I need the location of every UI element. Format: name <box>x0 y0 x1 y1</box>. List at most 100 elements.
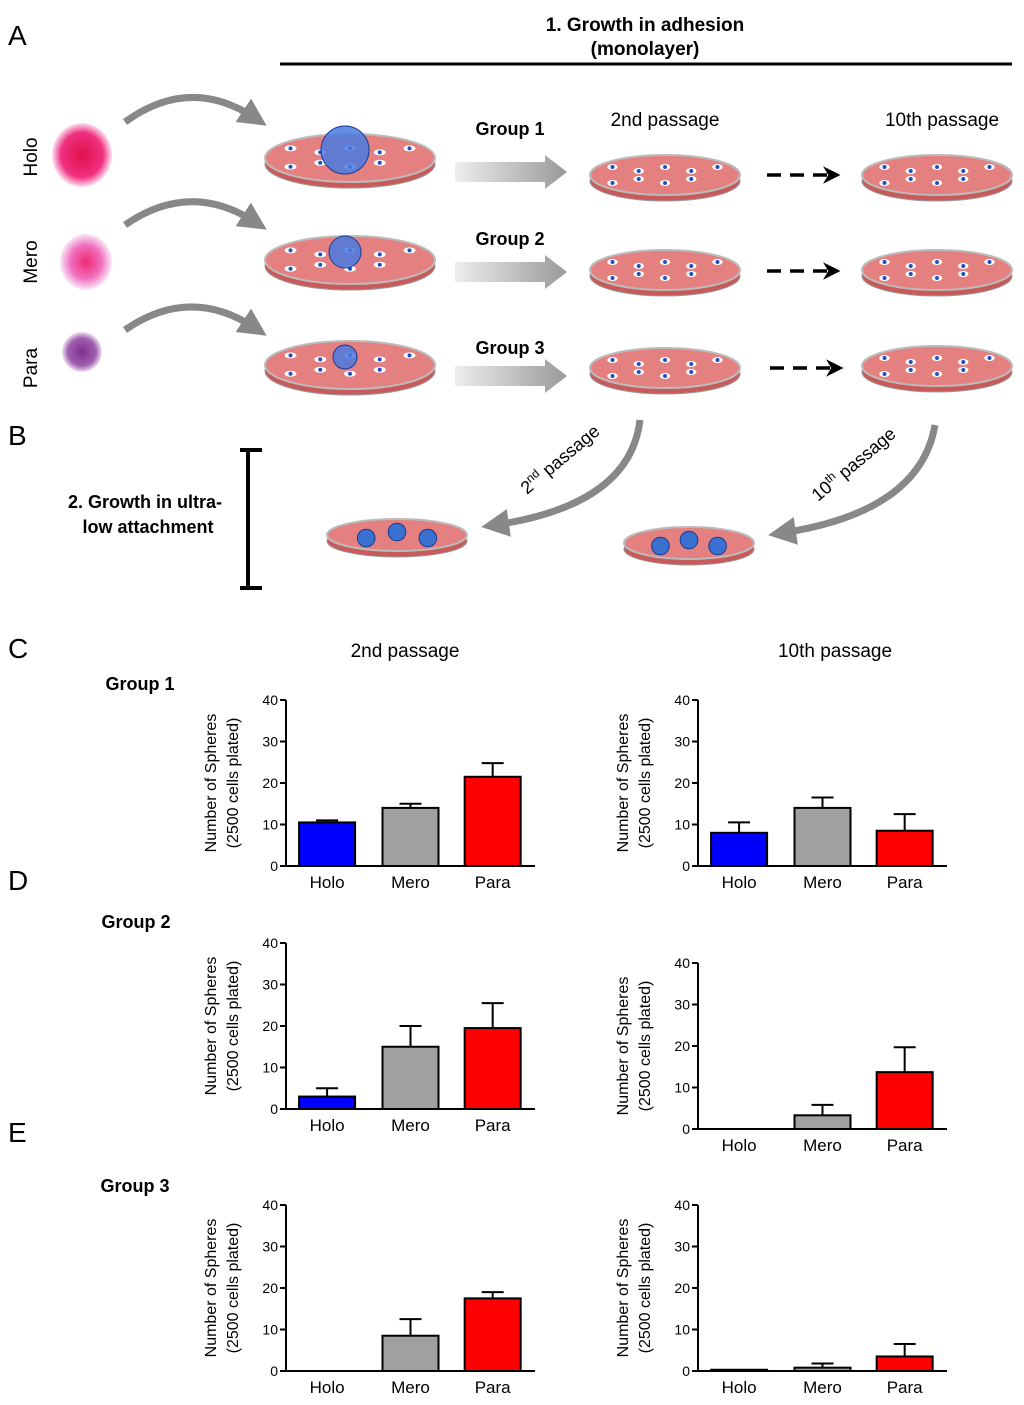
dish <box>326 518 468 558</box>
y-axis-label: Number of Spheres <box>615 714 632 853</box>
x-tick-label: Mero <box>803 873 842 892</box>
nucleus <box>610 260 615 264</box>
nucleus <box>377 252 382 257</box>
y-axis-label: (2500 cells plated) <box>637 718 654 849</box>
nucleus <box>407 248 412 253</box>
bar <box>298 821 357 867</box>
y-tick-label: 20 <box>262 1280 278 1296</box>
panel-letter: C <box>8 633 28 664</box>
bar <box>381 1334 440 1372</box>
y-tick-label: 10 <box>674 1322 690 1338</box>
nucleus <box>689 177 694 181</box>
x-tick-label: Holo <box>722 873 757 892</box>
nucleus <box>908 169 913 173</box>
section-title: 1. Growth in adhesion <box>546 15 744 36</box>
nucleus <box>987 260 992 264</box>
nucleus <box>715 165 720 169</box>
sphere <box>387 522 407 542</box>
arrow-label: 10thpassage <box>806 422 899 505</box>
x-tick-label: Mero <box>391 1378 430 1397</box>
nucleus <box>663 374 667 378</box>
panel-letter: D <box>8 865 28 896</box>
nucleus <box>961 360 966 364</box>
y-axis-label: Number of Spheres <box>615 1219 632 1358</box>
dish-medium <box>861 154 1013 196</box>
cell-image <box>62 332 102 372</box>
bar-chart: 0 10 20 30 40 Holo Mero Para Number of Spheres (2… <box>615 692 947 892</box>
bracket <box>240 448 262 590</box>
nucleus <box>288 266 293 271</box>
sphere <box>708 536 727 556</box>
bar <box>875 1071 934 1131</box>
column-label: 2nd passage <box>611 110 720 131</box>
nucleus <box>961 272 966 276</box>
nucleus <box>318 160 323 165</box>
x-tick-label: Para <box>887 1136 923 1155</box>
y-axis-label: (2500 cells plated) <box>637 981 654 1112</box>
cell-image <box>60 234 112 290</box>
y-tick-label: 30 <box>674 997 690 1013</box>
y-axis-label: Number of Spheres <box>615 977 632 1116</box>
column-label: 10th passage <box>885 110 999 131</box>
bar <box>463 1297 522 1372</box>
nucleus <box>908 264 913 268</box>
y-tick-label: 10 <box>674 1080 690 1096</box>
x-tick-label: Para <box>475 1378 511 1397</box>
y-tick-label: 0 <box>270 1363 278 1379</box>
dish <box>589 154 741 202</box>
nucleus <box>610 165 615 169</box>
nucleus <box>961 264 966 268</box>
nucleus <box>663 165 667 169</box>
dish <box>861 345 1013 393</box>
x-tick-label: Mero <box>391 873 430 892</box>
sphere <box>679 530 699 550</box>
x-tick-label: Para <box>887 1378 923 1397</box>
section-title: (monolayer) <box>591 39 700 60</box>
y-axis-label: (2500 cells plated) <box>225 718 242 849</box>
y-tick-label: 0 <box>270 1101 278 1117</box>
y-tick-label: 10 <box>262 1060 278 1076</box>
nucleus <box>987 356 992 360</box>
y-tick-label: 0 <box>270 858 278 874</box>
bar-chart: 0 10 20 30 40 Holo Mero Para Number of Spheres (2… <box>615 1197 947 1397</box>
x-tick-label: Holo <box>310 1116 345 1135</box>
nucleus <box>689 370 694 374</box>
dish <box>264 340 436 396</box>
y-tick-label: 0 <box>682 858 690 874</box>
group-label: Group 2 <box>475 229 544 249</box>
nucleus <box>935 260 939 264</box>
bar <box>298 1095 357 1111</box>
nucleus <box>610 374 615 378</box>
block-arrows <box>455 155 567 393</box>
nucleus <box>689 272 694 276</box>
x-tick-label: Holo <box>310 1378 345 1397</box>
nucleus <box>663 358 667 362</box>
section-title: 2. Growth in ultra- <box>68 492 222 512</box>
nucleus <box>908 177 913 181</box>
nucleus <box>961 177 966 181</box>
nucleus <box>908 368 913 372</box>
y-tick-label: 30 <box>262 734 278 750</box>
y-axis-label: (2500 cells plated) <box>637 1223 654 1354</box>
nucleus <box>882 260 887 264</box>
bar-chart: 0 10 20 30 40 Holo Mero Para Number of Spheres (2… <box>203 692 535 892</box>
sphere <box>418 528 438 548</box>
nucleus <box>348 371 352 376</box>
y-tick-label: 20 <box>262 775 278 791</box>
nucleus <box>882 372 887 376</box>
nucleus <box>318 262 323 267</box>
nucleus <box>935 165 939 169</box>
nucleus <box>663 181 667 185</box>
nucleus <box>636 362 641 366</box>
bar-chart: 0 10 20 30 40 Holo Mero Para Number of Spheres (2… <box>203 1197 535 1397</box>
x-tick-label: Mero <box>803 1136 842 1155</box>
arrow-label: 2ndpassage <box>515 419 603 498</box>
nucleus <box>610 358 615 362</box>
y-tick-label: 20 <box>674 775 690 791</box>
nucleus <box>908 272 913 276</box>
group-label: Group 3 <box>100 1176 169 1196</box>
y-tick-label: 40 <box>262 935 278 951</box>
y-tick-label: 10 <box>262 1322 278 1338</box>
y-tick-label: 10 <box>674 817 690 833</box>
bar-chart: 0 10 20 30 40 Holo Mero Para Number of Spheres (2… <box>203 935 535 1135</box>
